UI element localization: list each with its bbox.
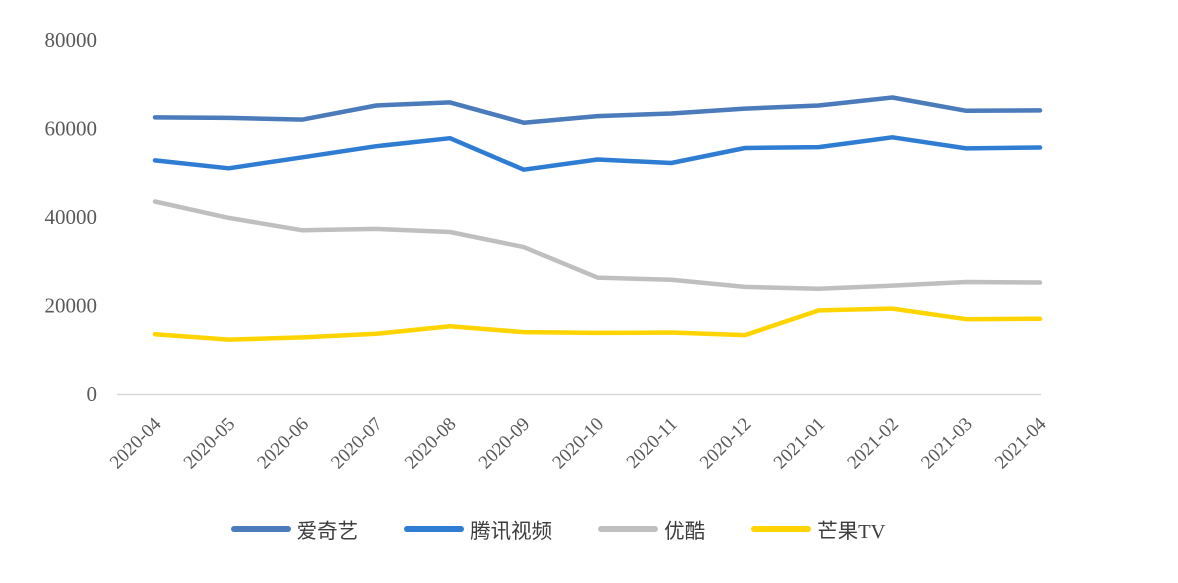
y-axis-tick-label: 20000 [45, 294, 98, 318]
y-axis-tick-label: 0 [87, 382, 98, 406]
x-axis-tick-label: 2020-08 [401, 414, 461, 474]
y-axis-tick-label: 60000 [45, 117, 98, 141]
series-line-0 [152, 95, 1043, 125]
x-axis-tick-label: 2021-02 [843, 414, 903, 474]
x-axis-tick-label: 2020-12 [696, 414, 756, 474]
x-axis-tick-label: 2020-09 [475, 414, 535, 474]
legend-swatch-icon [598, 526, 659, 532]
y-axis-tick-label: 80000 [45, 28, 98, 52]
x-axis-tick-label: 2020-10 [548, 414, 608, 474]
legend-label: 爱奇艺 [296, 521, 359, 543]
x-axis-tick-label: 2020-04 [106, 413, 166, 473]
x-axis-tick-label: 2021-03 [917, 414, 977, 474]
x-axis-tick-label: 2020-07 [327, 414, 387, 474]
x-axis-tick-label: 2021-01 [770, 414, 830, 474]
legend-label: 芒果TV [817, 521, 886, 543]
series-line-1 [152, 135, 1043, 172]
legend-swatch-icon [751, 526, 812, 532]
x-axis-tick-label: 2021-04 [991, 413, 1051, 473]
legend-swatch-icon [404, 526, 465, 532]
legend-swatch-icon [230, 526, 291, 532]
legend-label: 腾讯视频 [470, 521, 553, 543]
y-axis-tick-label: 40000 [45, 205, 98, 229]
series-line-2 [152, 199, 1043, 291]
series-line-3 [152, 306, 1043, 342]
x-axis-tick-label: 2020-06 [253, 414, 313, 474]
legend-item-3: 芒果TV [751, 514, 885, 544]
legend-item-0: 爱奇艺 [230, 514, 359, 544]
chart-legend: 爱奇艺 腾讯视频 优酷 芒果TV [0, 514, 1116, 544]
legend-label: 优酷 [664, 521, 706, 543]
legend-item-2: 优酷 [598, 514, 705, 544]
x-axis-tick-label: 2020-05 [180, 414, 240, 474]
x-axis-tick-label: 2020-11 [623, 414, 682, 473]
legend-item-1: 腾讯视频 [404, 514, 552, 544]
